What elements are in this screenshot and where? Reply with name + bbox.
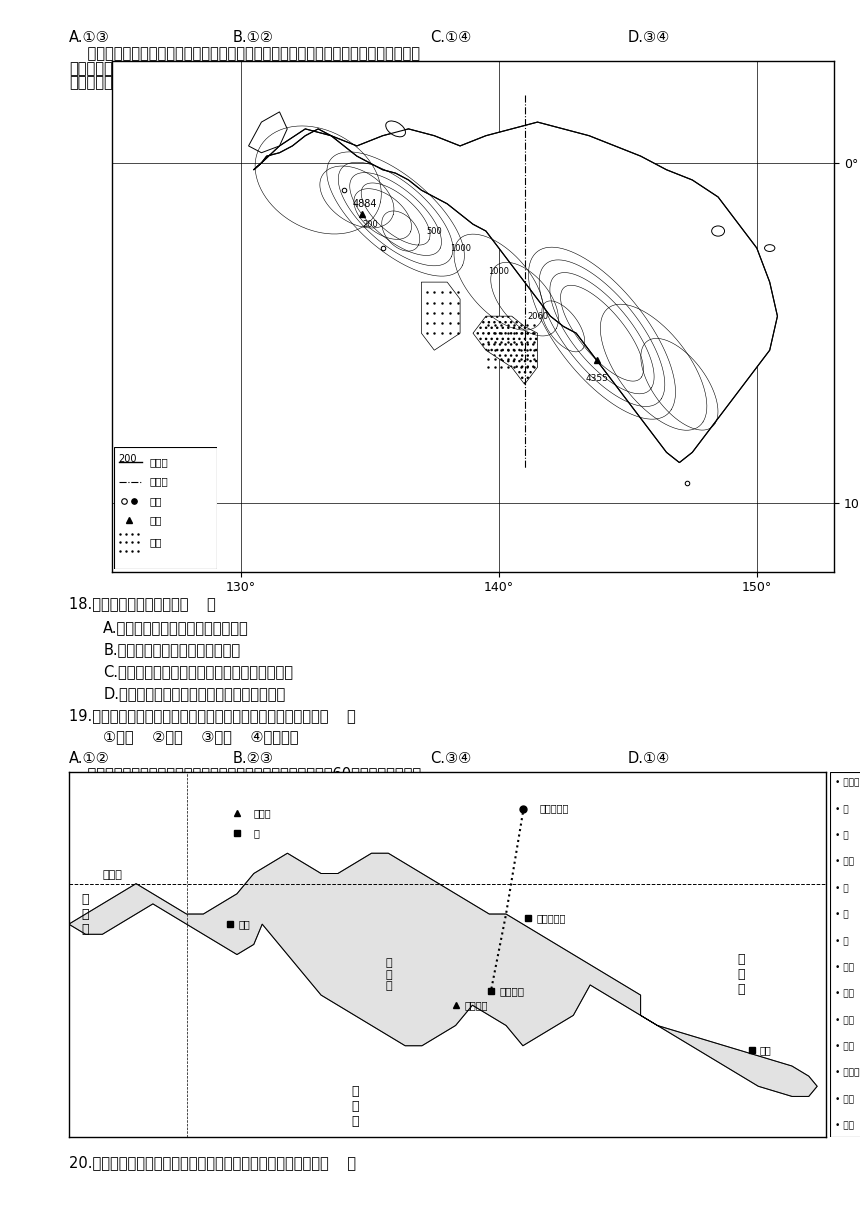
Text: • 山地: • 山地	[835, 1017, 854, 1025]
Text: 200: 200	[119, 454, 138, 463]
Text: 安克雷奇: 安克雷奇	[500, 986, 525, 996]
Text: • 输油管道: • 输油管道	[835, 1069, 860, 1077]
Text: D.①④: D.①④	[628, 751, 670, 766]
Text: • 洋流: • 洋流	[835, 1042, 854, 1052]
Text: 4355: 4355	[586, 375, 608, 383]
Text: 19.新几内亚岛比新加坡岛单位面积生物种类丰富的主要因素是（    ）: 19.新几内亚岛比新加坡岛单位面积生物种类丰富的主要因素是（ ）	[69, 708, 355, 722]
Text: 2060: 2060	[527, 311, 548, 321]
Text: • 天然气: • 天然气	[835, 778, 859, 788]
Polygon shape	[473, 316, 538, 384]
Text: 加
拿
大: 加 拿 大	[738, 953, 746, 996]
Text: A.①③: A.①③	[69, 30, 109, 45]
Text: • 洲界: • 洲界	[835, 1121, 854, 1131]
Text: 1000: 1000	[450, 243, 470, 253]
Text: ①地形    ②纬度    ③面积    ④人类活动: ①地形 ②纬度 ③面积 ④人类活动	[103, 730, 298, 744]
Text: 国界线: 国界线	[150, 477, 169, 486]
FancyBboxPatch shape	[830, 772, 860, 1137]
Text: 俄
罗
斯: 俄 罗 斯	[82, 893, 89, 935]
Text: 普拉德霍湾: 普拉德霍湾	[540, 804, 569, 814]
Polygon shape	[254, 122, 777, 462]
Text: 4884: 4884	[353, 198, 377, 209]
Text: 阿拉斯加是美国面积最大、人口最少的州。目前阿拉斯加人口有60多万，人口密度为: 阿拉斯加是美国面积最大、人口最少的州。目前阿拉斯加人口有60多万，人口密度为	[69, 766, 421, 781]
Text: C.印度洋板块与太平洋板块张裂，火山喷发而成: C.印度洋板块与太平洋板块张裂，火山喷发而成	[103, 664, 293, 679]
Text: 0.42人/km2，全州人口近半数居住在城市。读美国阿拉斯加局部区域图，完成下面小题。: 0.42人/km2，全州人口近半数居住在城市。读美国阿拉斯加局部区域图，完成下面…	[69, 781, 445, 795]
Text: • 国界: • 国界	[835, 1096, 854, 1104]
Text: 诺姆: 诺姆	[239, 919, 250, 929]
Text: 北极圈: 北极圈	[102, 869, 122, 879]
Text: • 煤: • 煤	[835, 805, 849, 814]
Text: B.印度洋板块与亚欧板块挤压抬升: B.印度洋板块与亚欧板块挤压抬升	[103, 642, 240, 657]
Ellipse shape	[711, 226, 724, 236]
Text: 1000: 1000	[488, 268, 509, 276]
Text: 18.图中中央山脉的成因是（    ）: 18.图中中央山脉的成因是（ ）	[69, 596, 216, 610]
Text: • 石油: • 石油	[835, 857, 854, 867]
Text: 城市: 城市	[150, 496, 163, 506]
Text: D.③④: D.③④	[628, 30, 670, 45]
Ellipse shape	[386, 120, 405, 137]
Polygon shape	[421, 282, 460, 350]
Text: • 铂: • 铂	[835, 911, 849, 919]
Text: • 汞: • 汞	[835, 936, 849, 946]
Text: 麦金利山: 麦金利山	[464, 1001, 488, 1010]
Text: B.②③: B.②③	[232, 751, 273, 766]
Polygon shape	[69, 854, 817, 1097]
Text: 费
尔
班: 费 尔 班	[385, 958, 391, 991]
Text: • 山峰: • 山峰	[835, 990, 854, 998]
Text: 20.阿拉斯加超过一半的城市居民住在安克雷奇市，原因是该市（    ）: 20.阿拉斯加超过一半的城市居民住在安克雷奇市，原因是该市（ ）	[69, 1155, 356, 1170]
Text: 山峰: 山峰	[150, 516, 163, 525]
Ellipse shape	[765, 244, 775, 252]
Text: 世界第二大岛新几内亚岛，是世界海拔最高的岛。岛上多山，中央山脉从西北向东南斜: 世界第二大岛新几内亚岛，是世界海拔最高的岛。岛上多山，中央山脉从西北向东南斜	[69, 46, 420, 61]
Text: D.印度洋板块与亚欧板块张裂，火山喷发而成: D.印度洋板块与亚欧板块张裂，火山喷发而成	[103, 686, 286, 700]
Polygon shape	[249, 112, 287, 153]
Text: 沼泽: 沼泽	[150, 537, 163, 547]
Text: 200: 200	[362, 220, 378, 229]
Text: 贯全境。该岛是世界上生物多样性最丰富地区之一。下图是新几内亚岛地形图。据此，完成: 贯全境。该岛是世界上生物多样性最丰富地区之一。下图是新几内亚岛地形图。据此，完成	[69, 61, 419, 75]
Text: 朱诺: 朱诺	[760, 1045, 771, 1054]
Text: • 硫: • 硫	[835, 884, 849, 893]
Text: • 城市: • 城市	[835, 963, 854, 973]
Text: 500: 500	[427, 226, 442, 236]
Text: 煤: 煤	[254, 828, 260, 838]
Text: 太
平
洋: 太 平 洋	[351, 1085, 359, 1128]
Text: 下面小题。: 下面小题。	[69, 75, 113, 90]
FancyBboxPatch shape	[114, 447, 217, 569]
Text: A.印度洋板块与太平洋板块挤压抬升: A.印度洋板块与太平洋板块挤压抬升	[103, 620, 249, 635]
Text: B.①②: B.①②	[232, 30, 273, 45]
Text: 等高线: 等高线	[150, 457, 169, 467]
Text: • 金: • 金	[835, 832, 849, 840]
Text: 费尔班克斯: 费尔班克斯	[537, 913, 566, 923]
Text: C.①④: C.①④	[430, 30, 471, 45]
Text: C.③④: C.③④	[430, 751, 471, 766]
Text: A.①②: A.①②	[69, 751, 109, 766]
Text: 天然气: 天然气	[254, 807, 272, 817]
